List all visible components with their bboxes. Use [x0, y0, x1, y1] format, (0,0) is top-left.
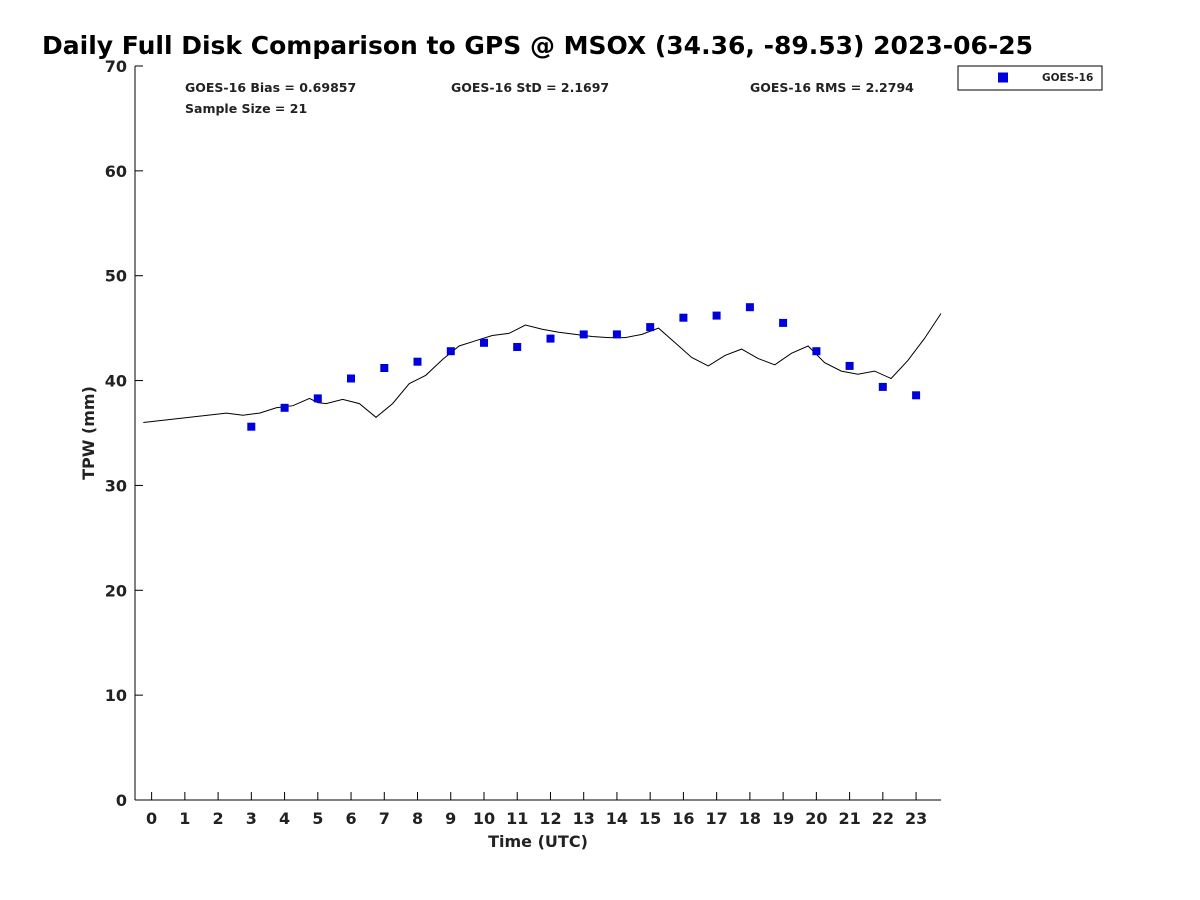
x-tick-label: 3 [246, 809, 257, 828]
stat-std: GOES-16 StD = 2.1697 [451, 80, 609, 95]
y-tick-label: 40 [105, 372, 127, 391]
goes16-point [347, 374, 355, 383]
x-tick-label: 20 [805, 809, 827, 828]
goes16-point [247, 422, 256, 431]
goes16-point [480, 338, 488, 347]
goes16-point [679, 313, 688, 322]
goes16-point [513, 343, 522, 351]
x-ticks: 0 1 2 3 4 5 6 7 8 9 10 11 12 13 14 15 16 17 18 19 20 21 22 23 [146, 792, 927, 828]
stats-annotations: GOES-16 Bias = 0.69857 GOES-16 StD = 2.1… [185, 80, 914, 116]
x-tick-label: 7 [379, 809, 390, 828]
plot-area [143, 303, 942, 431]
stat-rms: GOES-16 RMS = 2.2794 [750, 80, 914, 95]
legend: GOES-16 [957, 65, 1103, 91]
y-ticks: 0 10 20 30 40 50 60 70 [105, 57, 143, 810]
y-tick-label: 70 [105, 57, 127, 76]
y-tick-label: 20 [105, 581, 127, 600]
legend-marker-goes16 [998, 72, 1008, 83]
x-tick-label: 10 [473, 809, 495, 828]
x-tick-label: 1 [179, 809, 190, 828]
x-tick-label: 22 [872, 809, 894, 828]
x-axis-label: Time (UTC) [488, 832, 588, 851]
x-tick-label: 23 [905, 809, 927, 828]
x-tick-label: 13 [573, 809, 595, 828]
legend-box [957, 65, 1103, 91]
legend-label-goes16: GOES-16 [1042, 72, 1093, 84]
goes16-point [712, 311, 721, 320]
goes16-point [912, 391, 921, 400]
chart-title: Daily Full Disk Comparison to GPS @ MSOX… [42, 31, 1033, 60]
x-tick-label: 19 [772, 809, 794, 828]
y-axis-label: TPW (mm) [79, 386, 98, 480]
x-tick-label: 5 [312, 809, 323, 828]
goes16-point [546, 334, 555, 343]
stat-sample-size: Sample Size = 21 [185, 101, 307, 116]
x-tick-label: 6 [345, 809, 356, 828]
x-tick-label: 18 [739, 809, 761, 828]
stat-bias: GOES-16 Bias = 0.69857 [185, 80, 356, 95]
x-tick-label: 0 [146, 809, 157, 828]
goes16-point [579, 330, 588, 339]
y-tick-label: 0 [116, 791, 127, 810]
goes16-point [812, 347, 821, 356]
y-tick-label: 60 [105, 162, 127, 181]
x-tick-label: 9 [445, 809, 456, 828]
goes16-point [646, 323, 655, 332]
x-tick-label: 16 [672, 809, 694, 828]
x-tick-label: 15 [639, 809, 661, 828]
goes16-point [878, 382, 887, 391]
goes16-point [313, 394, 322, 403]
goes16-point [779, 318, 788, 327]
x-tick-label: 14 [606, 809, 628, 828]
y-tick-label: 50 [105, 267, 127, 286]
goes16-point [446, 347, 455, 356]
x-tick-label: 12 [539, 809, 561, 828]
goes16-point [413, 357, 422, 366]
goes16-point [745, 303, 754, 312]
x-tick-label: 8 [412, 809, 423, 828]
goes16-point [380, 364, 389, 372]
goes16-point [612, 330, 621, 339]
x-tick-label: 11 [506, 809, 528, 828]
gps-tpw-line [143, 313, 942, 423]
y-tick-label: 10 [105, 686, 127, 705]
goes16-point [845, 361, 854, 370]
goes16-point [280, 403, 289, 412]
x-tick-label: 2 [213, 809, 224, 828]
x-tick-label: 21 [838, 809, 860, 828]
y-tick-label: 30 [105, 476, 127, 495]
axes [134, 66, 941, 801]
x-tick-label: 17 [706, 809, 728, 828]
x-tick-label: 4 [279, 809, 290, 828]
